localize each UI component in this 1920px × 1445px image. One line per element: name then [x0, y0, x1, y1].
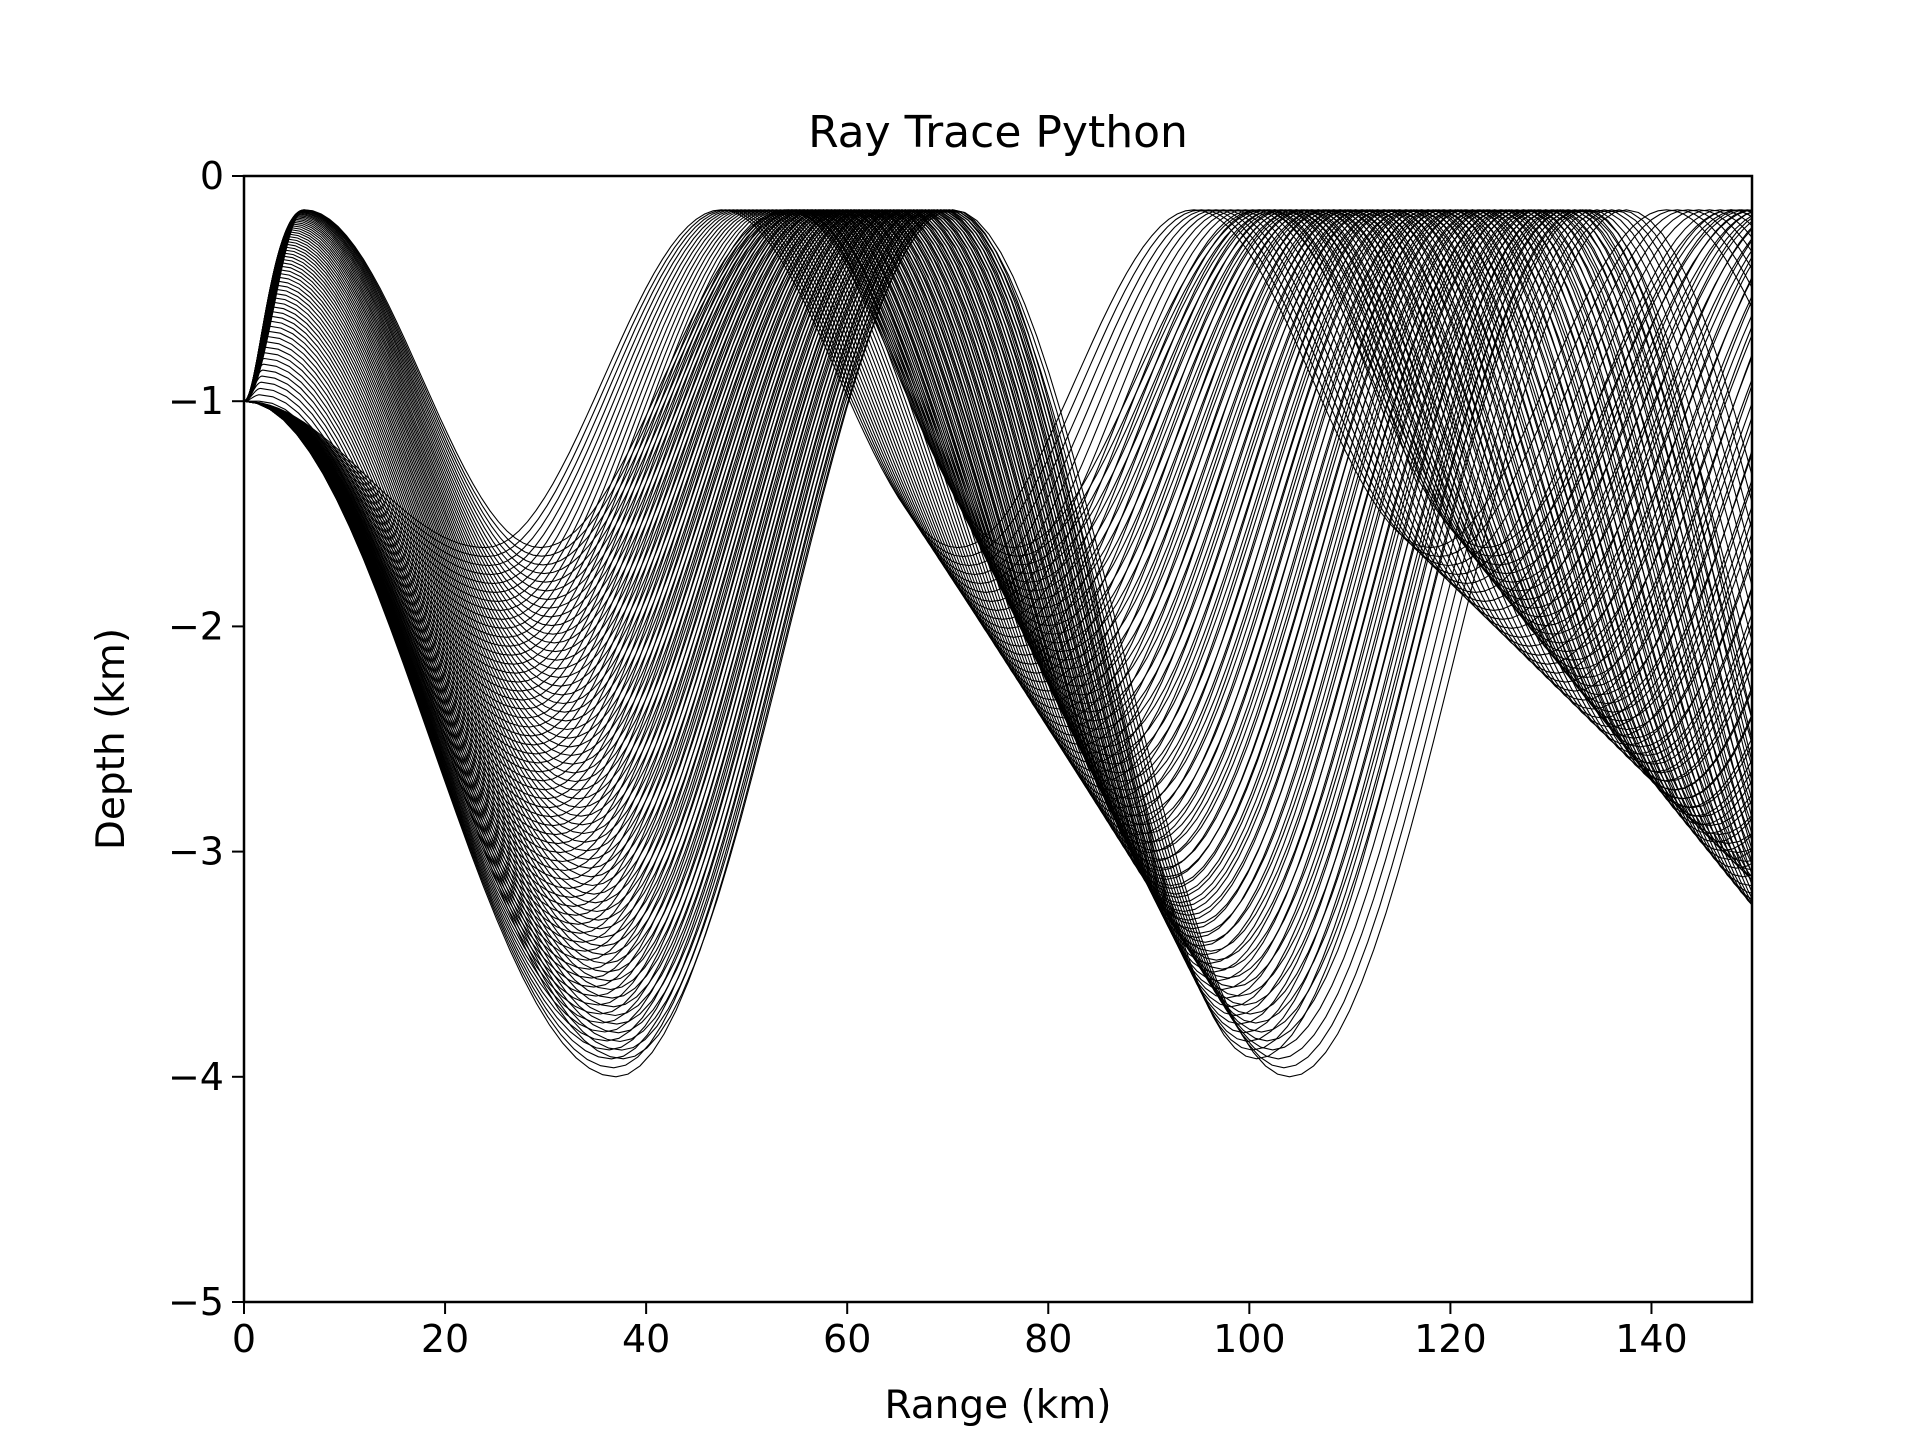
x-tick-label: 60 [823, 1317, 871, 1361]
up-ray-15 [244, 209, 1752, 679]
down-ray-44 [244, 209, 1752, 943]
up-ray-37 [244, 209, 1752, 869]
down-ray-42 [244, 209, 1752, 925]
x-axis-label: Range (km) [884, 1383, 1111, 1428]
down-ray-8 [244, 209, 1752, 620]
ray-paths [244, 209, 1752, 1078]
down-ray-49 [244, 209, 1752, 988]
x-tick-label: 20 [421, 1317, 469, 1361]
down-ray-35 [244, 209, 1752, 863]
down-ray-46 [244, 209, 1752, 961]
up-ray-44 [244, 209, 1752, 930]
x-axis-ticks: 0 20 40 60 80 100 120 140 [232, 1302, 1688, 1361]
down-ray-39 [244, 209, 1752, 898]
down-ray-22 [244, 209, 1752, 746]
down-ray-59 [244, 209, 1752, 1078]
y-tick-label: −5 [168, 1280, 224, 1324]
down-ray-6 [244, 209, 1752, 602]
up-ray-31 [244, 209, 1752, 817]
down-ray-21 [244, 209, 1752, 737]
down-ray-23 [244, 209, 1752, 755]
y-tick-label: −2 [168, 604, 224, 648]
down-ray-4 [244, 209, 1752, 585]
down-ray-9 [244, 209, 1752, 629]
y-axis-label: Depth (km) [89, 628, 134, 850]
x-tick-label: 80 [1024, 1317, 1072, 1361]
down-ray-51 [244, 209, 1752, 1006]
down-ray-48 [244, 209, 1752, 979]
down-ray-14 [244, 209, 1752, 674]
down-ray-53 [244, 209, 1752, 1024]
x-tick-label: 0 [232, 1317, 256, 1361]
down-ray-3 [244, 209, 1752, 576]
y-tick-label: 0 [200, 154, 224, 198]
down-ray-29 [244, 209, 1752, 809]
down-ray-13 [244, 209, 1752, 665]
down-ray-37 [244, 209, 1752, 881]
plot-frame [242, 174, 1754, 1304]
up-ray-27 [244, 209, 1752, 783]
down-ray-10 [244, 209, 1752, 638]
down-ray-43 [244, 209, 1752, 934]
down-ray-26 [244, 209, 1752, 782]
x-tick-label: 140 [1615, 1317, 1688, 1361]
down-ray-2 [244, 209, 1752, 567]
up-ray-43 [244, 209, 1752, 921]
down-ray-38 [244, 209, 1752, 889]
down-ray-47 [244, 209, 1752, 970]
down-ray-16 [244, 209, 1752, 692]
down-ray-33 [244, 209, 1752, 845]
down-ray-15 [244, 209, 1752, 683]
y-tick-label: −4 [168, 1055, 224, 1099]
down-ray-31 [244, 209, 1752, 827]
chart-title: Ray Trace Python [808, 107, 1188, 158]
x-tick-label: 100 [1213, 1317, 1286, 1361]
up-ray-46 [244, 209, 1752, 947]
y-axis-ticks: 0 −1 −2 −3 −4 −5 [168, 154, 244, 1324]
y-tick-label: −3 [168, 830, 224, 874]
down-ray-11 [244, 209, 1752, 647]
down-ray-40 [244, 209, 1752, 907]
x-tick-label: 40 [622, 1317, 670, 1361]
down-ray-25 [244, 209, 1752, 773]
down-ray-36 [244, 209, 1752, 872]
down-ray-56 [244, 209, 1752, 1051]
x-tick-label: 120 [1414, 1317, 1487, 1361]
up-ray-39 [244, 209, 1752, 887]
down-ray-52 [244, 209, 1752, 1015]
y-tick-label: −1 [168, 379, 224, 423]
down-ray-41 [244, 209, 1752, 916]
down-ray-30 [244, 209, 1752, 818]
down-ray-24 [244, 209, 1752, 764]
down-ray-32 [244, 209, 1752, 836]
down-ray-5 [244, 209, 1752, 593]
down-ray-27 [244, 209, 1752, 791]
down-ray-50 [244, 209, 1752, 997]
down-ray-34 [244, 209, 1752, 854]
up-ray-41 [244, 209, 1752, 904]
down-ray-45 [244, 209, 1752, 952]
up-ray-4 [244, 209, 1752, 583]
down-ray-1 [244, 209, 1752, 558]
down-ray-55 [244, 209, 1752, 1042]
up-ray-21 [244, 209, 1752, 731]
up-ray-25 [244, 209, 1752, 765]
down-ray-7 [244, 209, 1752, 611]
down-ray-57 [244, 209, 1752, 1060]
down-ray-17 [244, 209, 1752, 701]
down-ray-28 [244, 209, 1752, 800]
up-ray-42 [244, 209, 1752, 913]
down-ray-12 [244, 209, 1752, 656]
down-ray-54 [244, 209, 1752, 1033]
down-ray-20 [244, 209, 1752, 728]
down-ray-58 [244, 209, 1752, 1069]
down-ray-18 [244, 209, 1752, 710]
down-ray-19 [244, 209, 1752, 719]
